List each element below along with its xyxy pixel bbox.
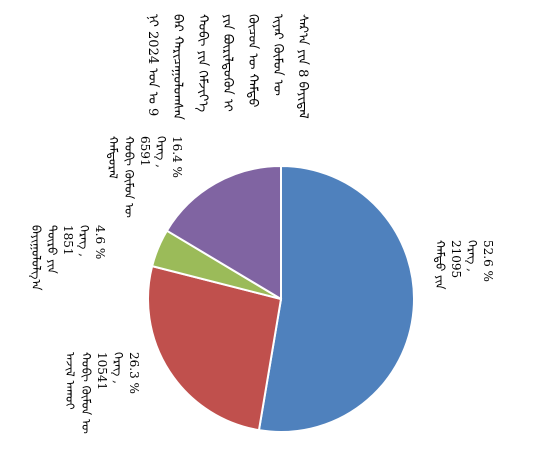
category-label: ᠬᠤᠪᠢ ᠬᠦᠮᠦᠨ ᠦ ᠠᠵᠢᠯ ᠠᠬᠤᠢ <box>63 352 93 434</box>
count-word: ᠬᠡᠷᠡᠭ , <box>77 225 91 257</box>
percent-label: 52.6 % <box>481 240 495 282</box>
count-word: ᠬᠡᠷᠡᠭ , <box>111 352 125 384</box>
percent-label: 26.3 % <box>127 352 141 394</box>
count-word: ᠬᠡᠷᠡᠭ , <box>465 240 479 272</box>
count-label: 21095 <box>449 240 463 279</box>
count-label: 1851 <box>61 225 75 256</box>
category-label: ᠬᠤᠪᠢ ᠬᠦᠮᠦᠨ ᠦ ᠬᠠᠮᠲᠤᠷᠠᠯ <box>106 136 136 218</box>
pie-slice <box>165 164 282 301</box>
count-label: 10541 <box>95 352 109 391</box>
category-label: ᠲᠦᠷᠦ ᠶᠢᠨ ᠪᠠᠶᠢᠭᠤᠯᠤᠯᠭ᠎ᠠ <box>29 225 59 291</box>
chart-title: ᠰᠠᠷ᠎ᠠ ᠶᠢᠨ 8 ᠪᠠᠶᠢᠳᠠᠯ ᠢᠶᠠᠷ ᠬᠦᠮᠦᠨ ᠦ ᠬᠦᠴᠦᠨ ᠦ… <box>145 14 310 120</box>
category-label: ᠬᠠᠮᠲᠤ ᠶᠢᠨ <box>433 240 447 290</box>
pie-slice <box>257 164 415 433</box>
count-label: 6591 <box>138 136 152 167</box>
slice-label: 52.6 % ᠬᠡᠷᠡᠭ , 21095 ᠬᠠᠮᠲᠤ ᠶᠢᠨ <box>432 240 496 350</box>
pie-slice <box>147 264 283 432</box>
count-word: ᠬᠡᠷᠡᠭ , <box>154 136 168 168</box>
slice-label: 16.4 % ᠬᠡᠷᠡᠭ , 6591 ᠬᠤᠪᠢ ᠬᠦᠮᠦᠨ ᠦ ᠬᠠᠮᠲᠤᠷᠠᠯ <box>105 136 185 246</box>
percent-label: 4.6 % <box>93 225 107 260</box>
slice-label: 4.6 % ᠬᠡᠷᠡᠭ , 1851 ᠲᠦᠷᠦ ᠶᠢᠨ ᠪᠠᠶᠢᠭᠤᠯᠤᠯᠭ᠎ᠠ <box>28 225 108 335</box>
slice-label: 26.3 % ᠬᠡᠷᠡᠭ , 10541 ᠬᠤᠪᠢ ᠬᠦᠮᠦᠨ ᠦ ᠠᠵᠢᠯ ᠠᠬᠤᠢ <box>62 352 142 462</box>
percent-label: 16.4 % <box>170 136 184 178</box>
